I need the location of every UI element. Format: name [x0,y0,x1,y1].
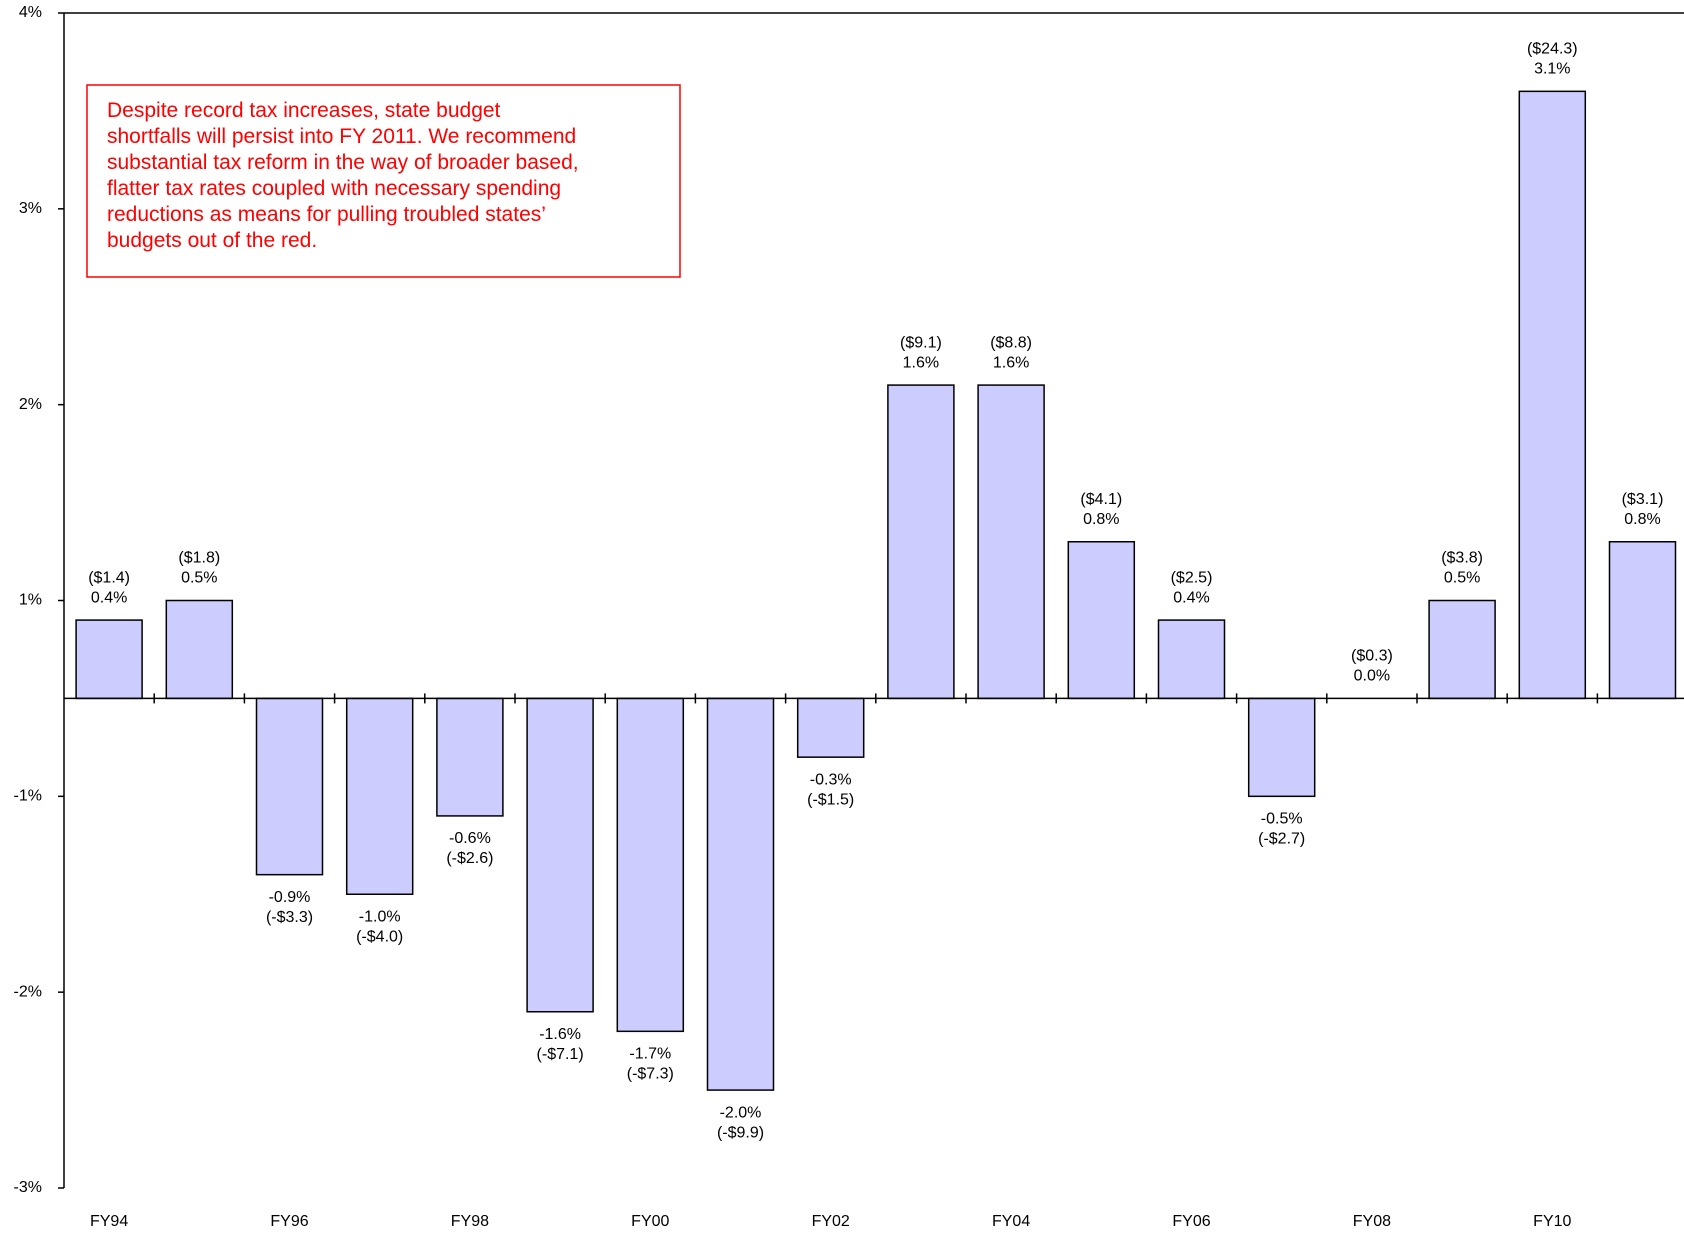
amount-label: (-$7.1) [537,1046,584,1063]
bar [1518,90,1587,700]
bar [1247,697,1316,798]
amount-label: ($3.1) [1622,491,1664,508]
value-label: 0.8% [1083,511,1119,528]
value-label: -0.3% [810,771,852,788]
annotation-line: flatter tax rates coupled with necessary… [107,177,561,200]
bar [526,697,594,1013]
amount-label: ($24.3) [1527,41,1578,58]
amount-label: (-$1.5) [807,791,854,808]
value-label: -0.6% [449,830,491,847]
value-label: -1.6% [539,1026,581,1043]
bar [977,384,1045,700]
value-label: 0.5% [181,570,217,587]
bar [345,697,414,896]
bar [1608,541,1677,700]
value-label: 0.5% [1444,570,1480,587]
bar [165,599,234,700]
value-label: -1.7% [629,1046,671,1063]
x-tick-label: FY98 [451,1213,489,1230]
value-label: -1.0% [359,908,401,925]
annotation-line: shortfalls will persist into FY 2011. We… [107,125,576,148]
bar [75,619,143,700]
x-tick-label: FY04 [992,1213,1030,1230]
annotation-line: Despite record tax increases, state budg… [107,99,501,122]
amount-label: ($2.5) [1171,569,1213,586]
amount-label: ($4.1) [1080,491,1122,508]
bar [616,697,685,1033]
x-tick-label: FY08 [1353,1213,1391,1230]
value-label: -2.0% [720,1104,762,1121]
value-label: 3.1% [1534,61,1570,78]
amount-label: (-$3.3) [266,909,313,926]
value-label: 0.4% [1173,589,1209,606]
y-tick-label: -3% [14,1179,42,1196]
x-tick-label: FY96 [270,1213,308,1230]
amount-label: (-$9.9) [717,1124,764,1141]
annotation-box [86,84,681,278]
amount-label: ($3.8) [1441,550,1483,567]
bar [1067,541,1136,700]
x-tick-label: FY02 [812,1213,850,1230]
x-tick-label: FY06 [1172,1213,1210,1230]
amount-label: ($8.8) [990,334,1032,351]
amount-label: ($1.4) [88,569,130,586]
annotation-line: substantial tax reform in the way of bro… [107,151,579,174]
bar [887,384,955,700]
amount-label: ($9.1) [900,334,942,351]
y-tick-label: 4% [19,4,42,21]
amount-label: (-$4.0) [356,928,403,945]
amount-label: (-$2.7) [1258,831,1305,848]
bar [796,697,865,758]
bar [1428,599,1496,700]
y-tick-label: -1% [14,788,42,805]
annotation-line: reductions as means for pulling troubled… [107,203,546,226]
y-tick-label: 3% [19,200,42,217]
bar [436,697,504,817]
x-tick-label: FY00 [631,1213,669,1230]
amount-label: ($1.8) [178,550,220,567]
y-tick-label: 1% [19,592,42,609]
value-label: -0.9% [269,889,311,906]
amount-label: ($0.3) [1351,648,1393,665]
amount-label: (-$7.3) [627,1066,674,1083]
value-label: 1.6% [903,354,939,371]
value-label: 1.6% [993,354,1029,371]
y-tick-label: 2% [19,396,42,413]
bar [1157,619,1226,700]
bar [255,697,324,876]
value-label: 0.8% [1624,511,1660,528]
x-tick-label: FY94 [90,1213,128,1230]
amount-label: (-$2.6) [446,850,493,867]
value-label: 0.0% [1354,668,1390,685]
bar [706,697,775,1091]
value-label: 0.4% [91,589,127,606]
x-tick-label: FY10 [1533,1213,1571,1230]
annotation-line: budgets out of the red. [107,229,317,252]
value-label: -0.5% [1261,811,1303,828]
y-tick-label: -2% [14,983,42,1000]
